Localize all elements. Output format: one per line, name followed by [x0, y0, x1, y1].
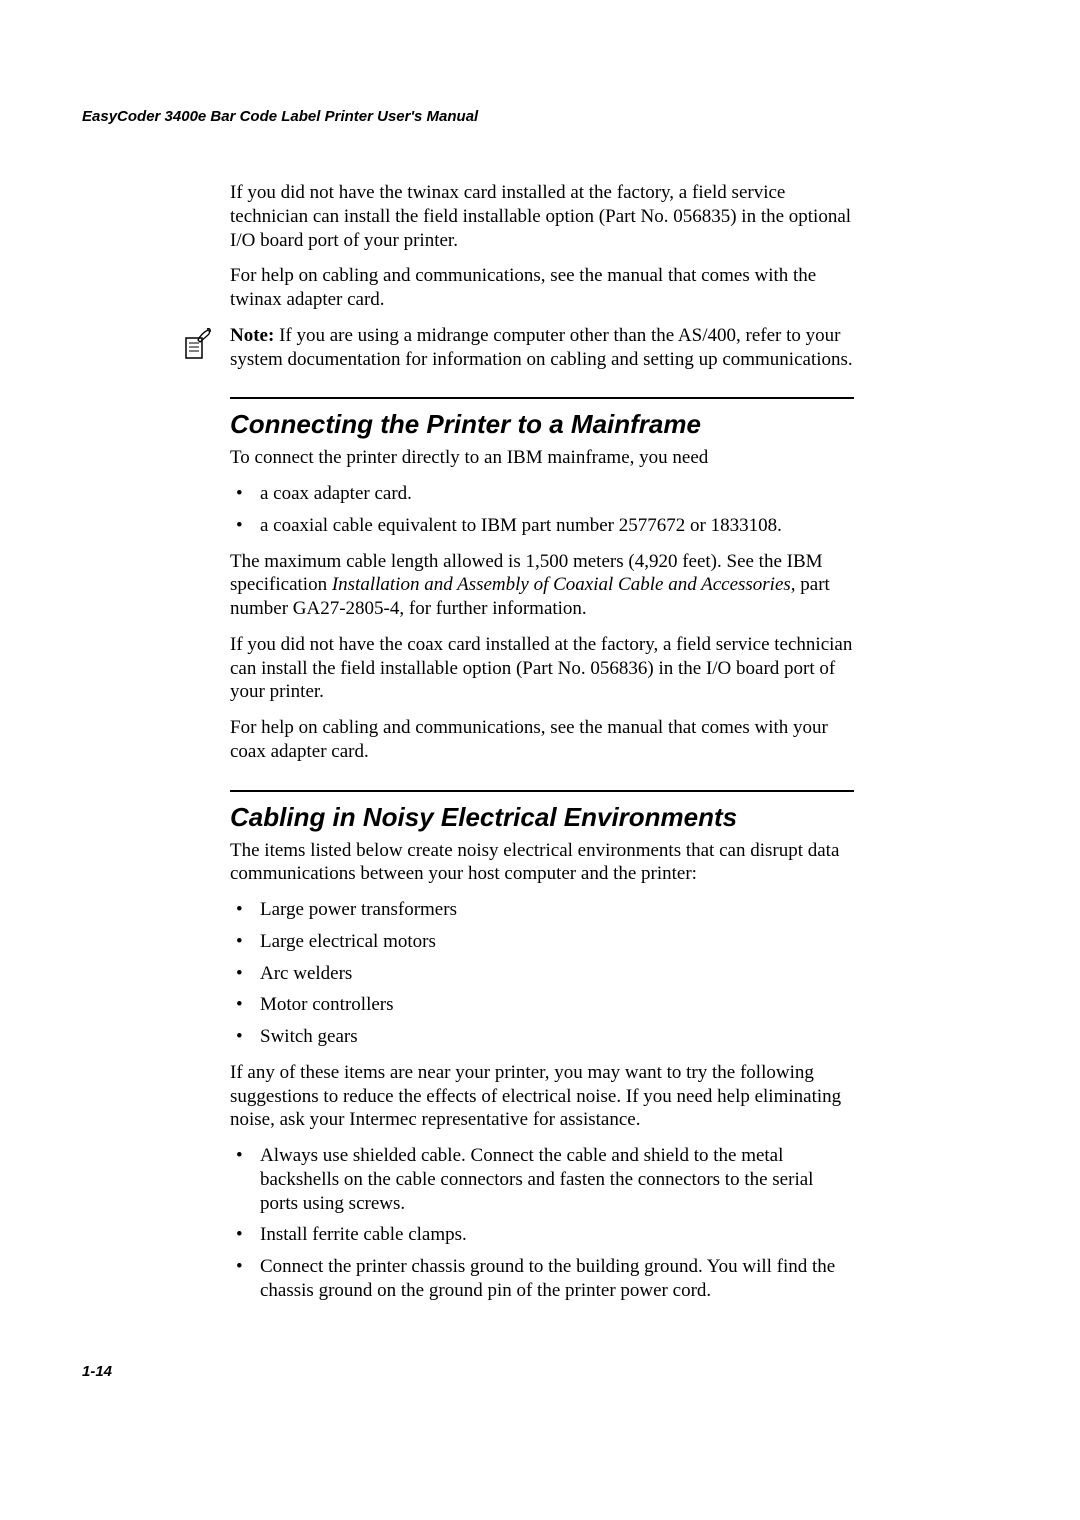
- note-body: If you are using a midrange computer oth…: [230, 325, 853, 370]
- section2-bullets-1: Large power transformers Large electrica…: [230, 898, 854, 1049]
- section2-p1: The items listed below create noisy elec…: [230, 839, 854, 887]
- note-icon: [182, 328, 214, 362]
- intro-paragraph-1: If you did not have the twinax card inst…: [230, 181, 854, 252]
- list-item: a coax adapter card.: [230, 482, 854, 506]
- section1-bullets: a coax adapter card. a coaxial cable equ…: [230, 482, 854, 538]
- list-item: Switch gears: [230, 1025, 854, 1049]
- list-item: Motor controllers: [230, 993, 854, 1017]
- note-block: Note: If you are using a midrange comput…: [182, 324, 854, 372]
- list-item: Large power transformers: [230, 898, 854, 922]
- section-heading-mainframe: Connecting the Printer to a Mainframe: [230, 409, 854, 440]
- list-item: Install ferrite cable clamps.: [230, 1223, 854, 1247]
- section1-p3: If you did not have the coax card instal…: [230, 633, 854, 704]
- section1-p1: To connect the printer directly to an IB…: [230, 446, 854, 470]
- note-text: Note: If you are using a midrange comput…: [230, 324, 854, 372]
- list-item: Always use shielded cable. Connect the c…: [230, 1144, 854, 1215]
- section2-p2: If any of these items are near your prin…: [230, 1061, 854, 1132]
- list-item: Connect the printer chassis ground to th…: [230, 1255, 854, 1303]
- note-label: Note:: [230, 325, 274, 346]
- list-item: Large electrical motors: [230, 930, 854, 954]
- list-item: Arc welders: [230, 962, 854, 986]
- running-header: EasyCoder 3400e Bar Code Label Printer U…: [82, 108, 854, 125]
- section1-p4: For help on cabling and communications, …: [230, 716, 854, 764]
- page-number: 1-14: [82, 1363, 854, 1380]
- section-rule: [230, 397, 854, 399]
- intro-paragraph-2: For help on cabling and communications, …: [230, 264, 854, 312]
- section-heading-noisy: Cabling in Noisy Electrical Environments: [230, 802, 854, 833]
- list-item: a coaxial cable equivalent to IBM part n…: [230, 514, 854, 538]
- section1-p2: The maximum cable length allowed is 1,50…: [230, 550, 854, 621]
- italic-title: Installation and Assembly of Coaxial Cab…: [332, 574, 791, 595]
- section2-bullets-2: Always use shielded cable. Connect the c…: [230, 1144, 854, 1303]
- section-rule: [230, 790, 854, 792]
